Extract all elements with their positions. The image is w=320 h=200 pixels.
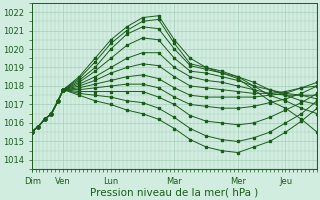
X-axis label: Pression niveau de la mer( hPa ): Pression niveau de la mer( hPa ) [90, 187, 259, 197]
